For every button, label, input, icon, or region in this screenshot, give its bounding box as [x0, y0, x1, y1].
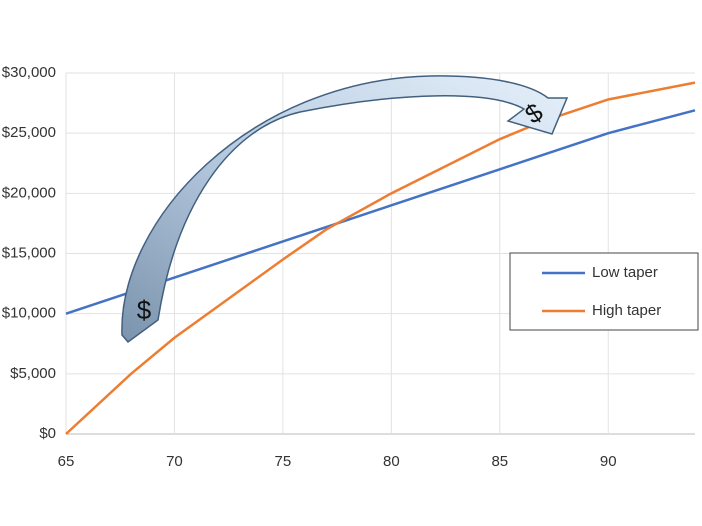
- legend-label: High taper: [592, 302, 661, 319]
- line: [65, 81, 696, 435]
- x-tick-label: 90: [600, 453, 617, 470]
- legend-label: Low taper: [592, 264, 658, 281]
- x-tick-label: 75: [275, 453, 292, 470]
- x-tick-label: 70: [166, 453, 183, 470]
- annotation: $: [137, 295, 152, 325]
- x-tick-label: 85: [491, 453, 508, 470]
- y-tick-label: $0: [39, 425, 56, 442]
- x-tick-label: 80: [383, 453, 400, 470]
- y-tick-label: $20,000: [2, 184, 56, 201]
- arrow: [121, 75, 569, 344]
- y-tick-label: $25,000: [2, 124, 56, 141]
- y-tick-label: $5,000: [10, 365, 56, 382]
- y-tick-label: $30,000: [2, 64, 56, 81]
- y-tick-label: $10,000: [2, 305, 56, 322]
- legend: Low taper High taper: [509, 252, 699, 331]
- x-tick-label: 65: [58, 453, 75, 470]
- y-tick-label: $15,000: [2, 244, 56, 261]
- legend-box: [509, 252, 699, 331]
- grid: $0 $5,000 $10,000 $15,000 $20,000 $25,000 $30,…: [2, 64, 695, 470]
